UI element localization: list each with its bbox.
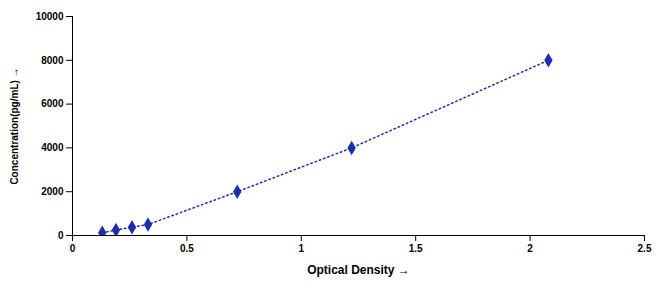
svg-text:1.5: 1.5 xyxy=(409,243,423,254)
svg-text:0.5: 0.5 xyxy=(180,243,194,254)
svg-text:10000: 10000 xyxy=(36,11,64,22)
svg-text:Optical Density →: Optical Density → xyxy=(307,263,410,277)
svg-text:1: 1 xyxy=(299,243,305,254)
svg-text:0: 0 xyxy=(58,230,64,241)
svg-text:Concentration(pg/mL) →: Concentration(pg/mL) → xyxy=(9,67,20,184)
svg-text:0: 0 xyxy=(70,243,76,254)
svg-text:6000: 6000 xyxy=(41,98,64,109)
svg-text:8000: 8000 xyxy=(41,55,64,66)
svg-text:2: 2 xyxy=(527,243,533,254)
svg-text:2000: 2000 xyxy=(41,186,64,197)
svg-text:4000: 4000 xyxy=(41,142,64,153)
svg-text:2.5: 2.5 xyxy=(638,243,652,254)
